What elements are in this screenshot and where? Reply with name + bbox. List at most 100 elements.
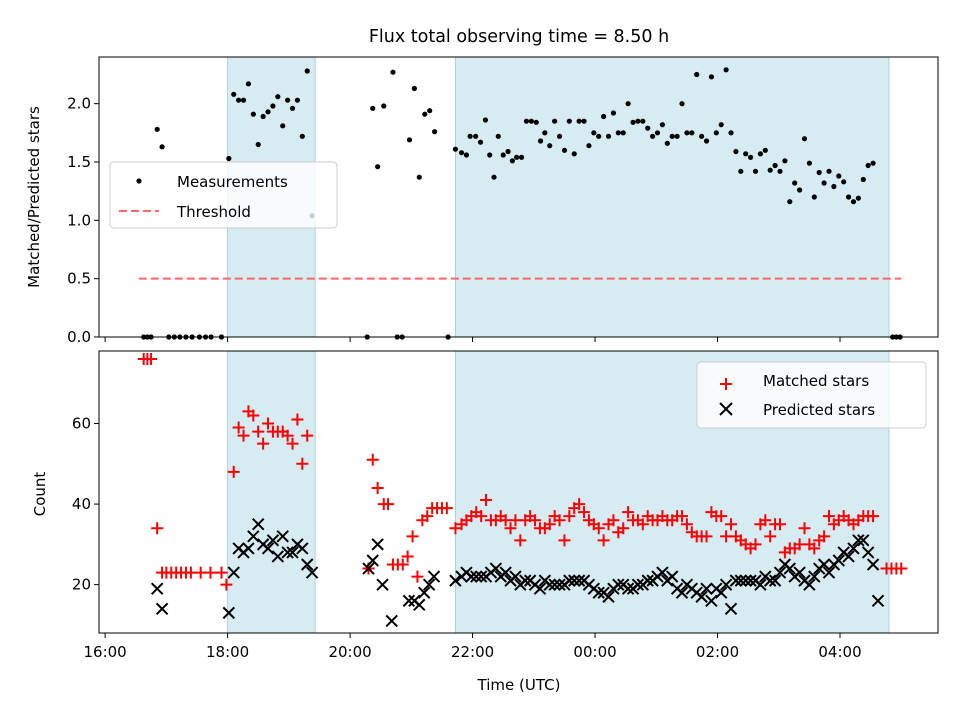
measurement-point [689,130,695,136]
matched-star-point [553,514,566,527]
legend-predicted-label: Predicted stars [763,401,875,419]
measurement-point [304,68,310,74]
predicted-star-point [700,582,713,595]
predicted-star-point [474,570,488,583]
measurement-point [390,69,396,75]
measurement-point [806,160,812,166]
bottom-axes: 20 40 60 16:00 18:00 20:00 22:00 00:00 02:00 04:0… [72,350,939,661]
predicted-star-point [417,586,431,599]
measurement-point [767,167,773,173]
measurement-point [473,133,479,139]
matched-star-point [480,494,493,507]
measurement-point [240,97,247,103]
measurement-point [821,180,827,186]
measurement-point [571,151,577,157]
matched-star-point [607,514,620,527]
x-axis-label: Time (UTC) [477,676,561,694]
matched-star-point [215,566,228,579]
matched-star-point [401,550,414,563]
measurement-point [495,133,501,139]
predicted-star-point [242,542,255,555]
predicted-star-point [266,534,280,547]
matched-star-point [232,421,245,434]
measurement-point [299,133,305,139]
measurement-point [255,141,261,148]
predicted-star-point [271,550,285,563]
matched-star-point [145,353,158,366]
predicted-star-point [247,530,260,543]
measurement-point [728,130,734,136]
predicted-star-point [847,542,860,555]
legend-measurements-label: Measurements [177,173,288,191]
matched-star-point [622,506,635,519]
bottom-axes-frame [98,350,939,634]
measurement-point [640,118,646,124]
measurement-point [865,162,871,169]
matched-star-point [895,562,908,575]
measurement-point [679,101,685,107]
measurement-point [801,136,808,142]
measurement-point [505,148,511,155]
measurement-point [659,122,666,128]
predicted-star-point [385,614,398,628]
measurement-point [482,117,489,123]
predicted-star-point [842,550,855,563]
predicted-star-point [803,578,816,591]
x-tick-label: 22:00 [451,643,494,661]
top-y-tick-label: 2.0 [67,95,91,113]
measurement-point [226,155,232,162]
matched-star-point [773,518,786,531]
predicted-star-point [427,570,441,583]
top-y-tick-label: 0.0 [67,328,91,346]
measurement-point [427,108,433,114]
predicted-star-point [402,594,416,607]
matched-star-point [440,502,453,515]
measurement-point [792,180,798,186]
measurement-point [458,150,465,156]
predicted-star-point [543,578,556,591]
matched-star-point [237,429,250,442]
measurement-point [542,130,548,136]
measurement-point [463,152,470,158]
measurement-point [432,129,438,135]
bottom-y-axis-label: Count [31,472,49,517]
matched-star-point [636,518,649,531]
predicted-star-point [362,562,375,575]
matched-star-point [220,578,233,591]
measurement-point [738,168,744,174]
matched-star-point [449,522,462,535]
predicted-star-point [832,554,845,567]
measurement-point [581,118,587,124]
measurement-point [601,113,607,120]
measurement-point [620,130,626,136]
measurement-point [625,101,631,107]
predicted-star-point [817,558,831,571]
matched-star-point [680,518,693,531]
measurement-point [561,147,568,153]
measurement-point [855,195,861,201]
predicted-star-point [734,574,748,587]
measurement-point [596,133,602,139]
measurement-point [713,130,719,136]
measurement-point [566,118,572,124]
predicted-star-point [675,586,689,599]
measurement-point [245,81,252,87]
chart-title: Flux total observing time = 8.50 h [369,27,669,47]
predicted-star-point [252,518,265,531]
x-tick-label: 20:00 [328,643,371,661]
matched-star-point [617,522,630,535]
measurement-point [289,105,296,111]
matched-star-point [543,518,556,531]
measurement-point [275,94,281,100]
measurement-point [416,174,422,180]
top-y-axis-label: Matched/Predicted stars [25,106,43,288]
matched-star-point [296,457,309,470]
measurement-point [845,194,852,200]
measurement-point [684,130,690,136]
measurement-point [547,143,553,149]
top-y-tick-label: 1.5 [67,153,91,171]
predicted-star-point [621,582,635,595]
measurement-point [487,152,493,158]
measurement-point [831,183,837,190]
